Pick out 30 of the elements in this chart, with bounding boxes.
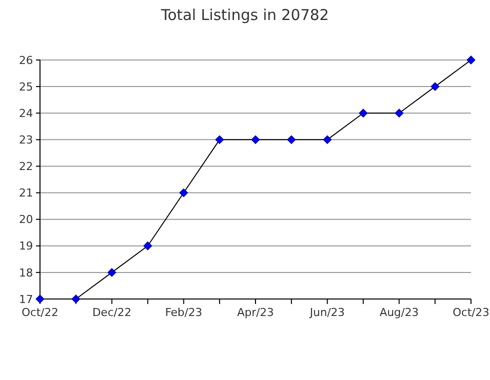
- y-tick-label: 24: [19, 106, 33, 120]
- x-tick-label: Feb/23: [165, 306, 202, 319]
- x-tick-label: Apr/23: [237, 306, 274, 319]
- y-tick-label: 17: [19, 292, 33, 306]
- point: [108, 268, 116, 277]
- y-tick-label: 25: [19, 80, 33, 94]
- point: [466, 56, 476, 64]
- y-tick-label: 19: [19, 240, 33, 253]
- point: [251, 135, 260, 144]
- y-tick-label: 26: [19, 54, 33, 67]
- x-tick-label: Oct/22: [22, 306, 58, 319]
- y-tick-label: 22: [19, 160, 33, 174]
- point: [323, 135, 332, 144]
- y-tick-label: 21: [19, 186, 33, 200]
- point: [179, 188, 188, 198]
- y-tick-label: 18: [19, 266, 33, 280]
- x-tick-label: Oct/23: [452, 306, 490, 319]
- chart-title: Total Listings in 20782: [160, 6, 329, 24]
- x-tick-label: Aug/23: [380, 306, 419, 319]
- point: [358, 108, 368, 118]
- point: [72, 294, 80, 304]
- point: [143, 242, 152, 250]
- x-tick-label: Jun/23: [308, 306, 345, 319]
- y-tick-label: 23: [19, 134, 33, 147]
- point: [394, 108, 404, 118]
- point: [430, 82, 440, 91]
- x-tick-label: Dec/22: [92, 306, 132, 319]
- point: [215, 135, 224, 144]
- y-tick-label: 20: [19, 213, 33, 226]
- point: [287, 135, 296, 144]
